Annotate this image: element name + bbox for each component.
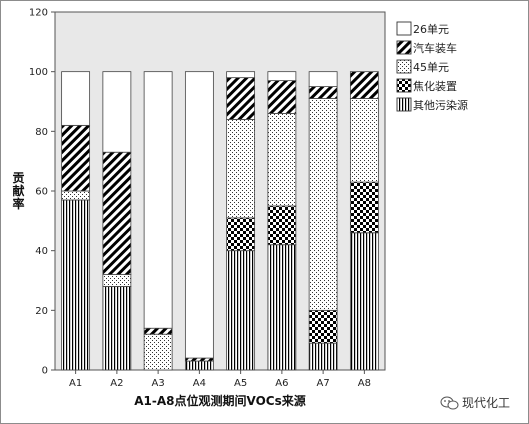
bar-segment — [143, 327, 173, 335]
y-tick-label: 60 — [35, 187, 48, 198]
x-tick-label: A2 — [110, 378, 123, 389]
x-tick-label: A8 — [358, 378, 371, 389]
bar-segment — [349, 232, 379, 371]
bar-stack-a8 — [349, 71, 379, 371]
legend-label: 焦化装置 — [413, 79, 457, 93]
bar-segment — [308, 86, 338, 99]
wechat-icon — [440, 396, 459, 410]
y-tick-label: 40 — [35, 246, 48, 257]
bar-segment — [226, 77, 256, 120]
bar-stack-a2 — [102, 71, 132, 371]
bar-segment — [267, 244, 297, 371]
legend-swatch — [396, 78, 412, 93]
legend-swatch — [396, 40, 412, 55]
bars — [61, 71, 379, 371]
bar-segment — [184, 360, 214, 371]
bar-segment — [61, 199, 91, 371]
legend-swatch — [396, 59, 412, 74]
y-tick-label: 20 — [35, 306, 48, 317]
x-tick-label: A7 — [317, 378, 330, 389]
bar-segment — [226, 119, 256, 219]
legend-swatch — [396, 21, 412, 36]
bar-segment — [143, 333, 173, 371]
bar-segment — [349, 71, 379, 99]
bar-segment — [102, 286, 132, 371]
x-axis-title: A1-A8点位观测期间VOCs来源 — [134, 393, 305, 408]
bar-segment — [308, 98, 338, 311]
legend-swatch — [396, 97, 412, 112]
x-tick-label: A6 — [275, 378, 288, 389]
bar-stack-a4 — [184, 71, 214, 371]
x-tick-label: A1 — [69, 378, 82, 389]
bar-segment — [184, 357, 214, 362]
bar-segment — [102, 274, 132, 287]
bar-segment — [226, 250, 256, 371]
y-tick-label: 80 — [35, 127, 48, 138]
bar-segment — [349, 98, 379, 183]
legend-label: 汽车装车 — [413, 41, 457, 55]
watermark-text: 现代化工 — [462, 396, 510, 410]
bar-segment — [308, 309, 338, 344]
legend-label: 45单元 — [413, 61, 449, 74]
bar-stack-a7 — [308, 71, 338, 371]
bar-segment — [184, 71, 214, 359]
bar-segment — [61, 190, 91, 201]
bar-segment — [349, 181, 379, 234]
y-tick-label: 120 — [29, 8, 48, 19]
bar-stack-a3 — [143, 71, 173, 371]
bar-stack-a6 — [267, 71, 297, 371]
bar-segment — [226, 71, 256, 79]
legend-item: 其他污染源 — [396, 97, 468, 112]
y-tick-label: 100 — [29, 67, 48, 78]
bar-segment — [102, 151, 132, 275]
bar-segment — [61, 71, 91, 126]
legend-item: 汽车装车 — [396, 40, 457, 55]
y-tick-label: 0 — [42, 366, 48, 377]
legend-label: 其他污染源 — [413, 98, 468, 112]
bar-segment — [267, 80, 297, 114]
bar-segment — [61, 124, 91, 192]
x-tick-label: A5 — [234, 378, 247, 389]
x-tick-label: A4 — [193, 378, 206, 389]
legend-label: 26单元 — [413, 23, 449, 36]
legend-item: 26单元 — [396, 21, 449, 36]
x-tick-label: A3 — [152, 378, 165, 389]
y-axis: 0 20 40 60 80 100 120 — [29, 8, 55, 377]
bar-segment — [308, 71, 338, 87]
legend-item: 45单元 — [396, 59, 449, 74]
bar-segment — [226, 217, 256, 252]
bar-segment — [102, 71, 132, 153]
y-axis-title: 贡献率 — [11, 171, 25, 210]
bar-segment — [267, 113, 297, 207]
legend-item: 焦化装置 — [396, 78, 457, 93]
watermark: 现代化工 — [440, 396, 510, 410]
bar-stack-a5 — [226, 71, 256, 371]
bar-segment — [267, 205, 297, 246]
bar-segment — [143, 71, 173, 329]
x-axis: A1 A2 A3 A4 A5 A6 A7 A8 — [69, 370, 371, 389]
bar-segment — [308, 342, 338, 371]
bar-segment — [267, 71, 297, 82]
bar-stack-a1 — [61, 71, 91, 371]
